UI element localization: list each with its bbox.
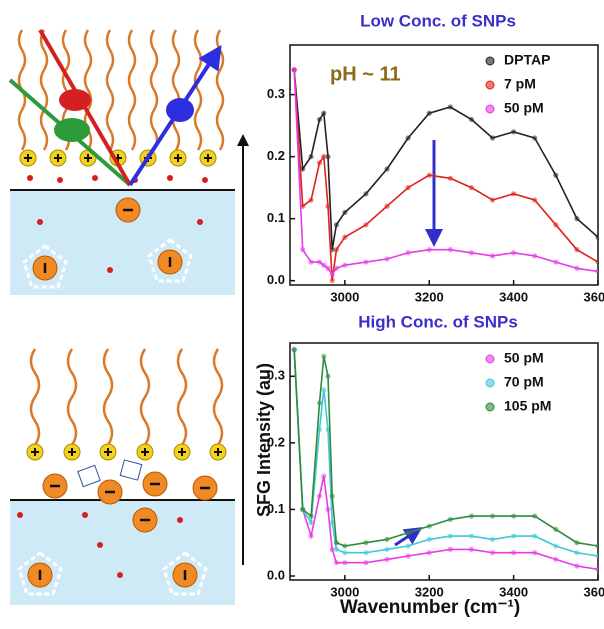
y-tick-label: 0.3: [267, 86, 285, 101]
fit-line: [294, 350, 598, 546]
legend-marker: [486, 379, 494, 387]
annotation: pH ~ 11: [330, 63, 401, 85]
legend-marker: [486, 81, 494, 89]
x-tick-label: 3600: [584, 584, 604, 599]
schematic-top: [10, 30, 235, 295]
y-tick-label: 0.1: [267, 501, 285, 516]
x-tick-label: 3400: [499, 584, 528, 599]
x-tick-label: 3200: [415, 584, 444, 599]
legend-marker: [486, 355, 494, 363]
legend-label: DPTAP: [504, 52, 550, 68]
plot-area: [292, 67, 601, 283]
legend-label: 70 pM: [504, 374, 544, 390]
x-tick-label: 3000: [330, 289, 359, 304]
legend-marker: [486, 57, 494, 65]
plot-area: [292, 347, 601, 572]
legend-marker: [486, 403, 494, 411]
legend-label: 7 pM: [504, 76, 536, 92]
fit-line: [294, 70, 598, 250]
x-tick-label: 3600: [584, 289, 604, 304]
x-tick-label: 3000: [330, 584, 359, 599]
y-tick-label: 0.0: [267, 567, 285, 582]
x-axis-label: Wavenumber (cm⁻¹): [340, 597, 520, 618]
y-tick-label: 0.0: [267, 272, 285, 287]
legend-label: 50 pM: [504, 350, 544, 366]
legend-label: 50 pM: [504, 100, 544, 116]
chart-title: Low Conc. of SNPs: [360, 11, 516, 30]
fit-line: [294, 350, 598, 556]
legend-marker: [486, 105, 494, 113]
figure: SFG Intensity (au) Wavenumber (cm⁻¹) Low…: [0, 0, 604, 624]
y-tick-label: 0.3: [267, 368, 285, 383]
y-tick-label: 0.1: [267, 210, 285, 225]
y-tick-label: 0.2: [267, 148, 285, 163]
legend-label: 105 pM: [504, 398, 551, 414]
x-tick-label: 3400: [499, 289, 528, 304]
schematic-bottom: [10, 349, 235, 605]
y-tick-label: 0.2: [267, 434, 285, 449]
chart-title: High Conc. of SNPs: [358, 312, 518, 331]
x-tick-label: 3200: [415, 289, 444, 304]
